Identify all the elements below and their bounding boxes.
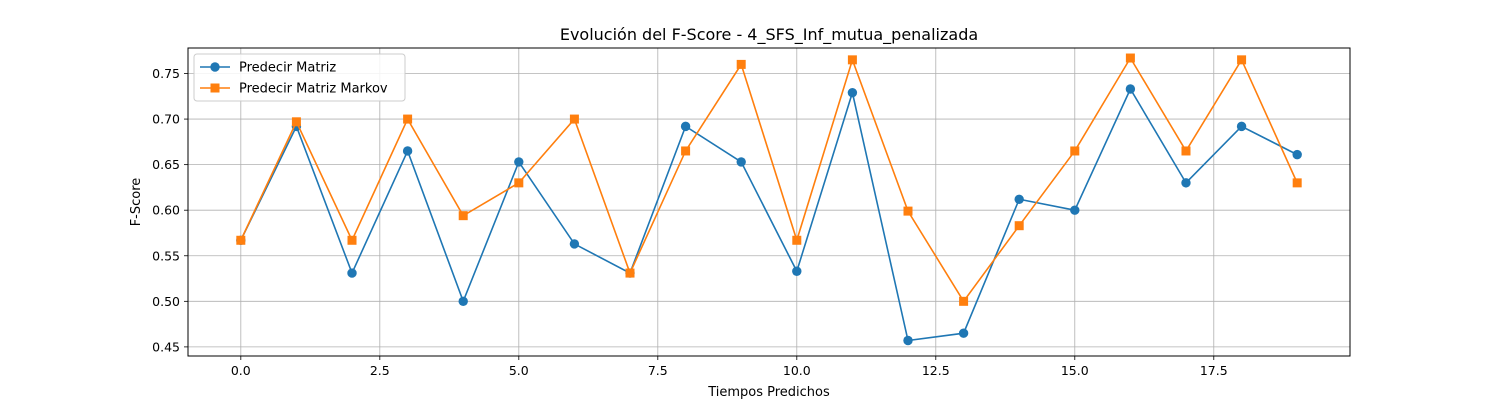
x-tick-label: 0.0 [231, 363, 251, 378]
y-tick-label: 0.50 [152, 294, 180, 309]
data-point [569, 239, 580, 249]
data-point [959, 296, 969, 306]
y-tick-label: 0.45 [152, 339, 180, 354]
y-axis: 0.45 0.50 0.55 0.60 0.65 0.70 0.75 [152, 66, 188, 354]
data-point [958, 328, 969, 338]
data-point [347, 268, 357, 278]
data-point [1181, 146, 1191, 156]
x-tick-label: 5.0 [509, 363, 529, 378]
legend-marker [210, 62, 220, 72]
data-point [514, 178, 524, 188]
data-point [514, 157, 524, 167]
data-point [1181, 178, 1191, 188]
legend-marker [210, 83, 220, 93]
data-point [1014, 221, 1024, 231]
data-point [1237, 55, 1247, 65]
grid [188, 48, 1350, 356]
data-point [736, 157, 746, 167]
data-point [625, 268, 635, 278]
y-tick-label: 0.75 [152, 66, 180, 81]
y-tick-label: 0.55 [152, 248, 180, 263]
x-tick-label: 10.0 [783, 363, 811, 378]
data-point [1125, 53, 1135, 63]
data-point [792, 266, 802, 276]
data-point [291, 117, 301, 127]
data-point [403, 114, 413, 124]
data-point [1070, 146, 1080, 156]
data-point [903, 206, 913, 216]
y-tick-label: 0.65 [152, 157, 180, 172]
plot-frame [187, 47, 1351, 357]
data-point [1292, 178, 1302, 188]
data-point [847, 55, 857, 65]
data-point [792, 235, 802, 245]
x-tick-label: 12.5 [922, 363, 950, 378]
x-tick-label: 2.5 [370, 363, 390, 378]
y-tick-label: 0.70 [152, 112, 180, 127]
chart-title: Evolución del F-Score - 4_SFS_Inf_mutua_… [560, 25, 978, 45]
x-axis: 0.0 2.5 5.0 7.5 10.0 12.5 15.0 17.5 [231, 356, 1228, 378]
x-tick-label: 15.0 [1061, 363, 1089, 378]
data-point [347, 235, 357, 245]
series-layer [236, 53, 1302, 346]
series-line [240, 56, 1298, 303]
x-tick-label: 17.5 [1200, 363, 1228, 378]
data-point [458, 211, 468, 221]
data-point [1070, 205, 1080, 215]
y-tick-label: 0.60 [152, 203, 180, 218]
legend-item: Predecir Matriz Markov [200, 82, 388, 97]
legend-label: Predecir Matriz [239, 61, 336, 76]
series-2 [236, 53, 1302, 306]
data-point [1014, 194, 1024, 204]
legend-item: Predecir Matriz [200, 61, 336, 76]
data-point [847, 87, 858, 98]
data-point [681, 146, 691, 156]
x-tick-label: 7.5 [648, 363, 668, 378]
series-1 [236, 84, 1302, 346]
data-point [569, 114, 579, 124]
series-line [240, 87, 1298, 342]
data-point [1125, 84, 1136, 94]
y-axis-label: F-Score [129, 178, 144, 227]
data-point [458, 296, 468, 307]
x-axis-label: Tiempos Predichos [707, 385, 830, 400]
data-point [402, 146, 413, 156]
data-point [236, 235, 246, 245]
legend-label: Predecir Matriz Markov [239, 82, 388, 97]
data-point [680, 121, 691, 132]
legend: Predecir Matriz Predecir Matriz Markov [193, 53, 406, 102]
legend-box [193, 53, 406, 102]
data-point [903, 335, 913, 346]
data-point [1236, 121, 1247, 132]
data-point [736, 59, 746, 69]
data-point [1292, 149, 1302, 160]
